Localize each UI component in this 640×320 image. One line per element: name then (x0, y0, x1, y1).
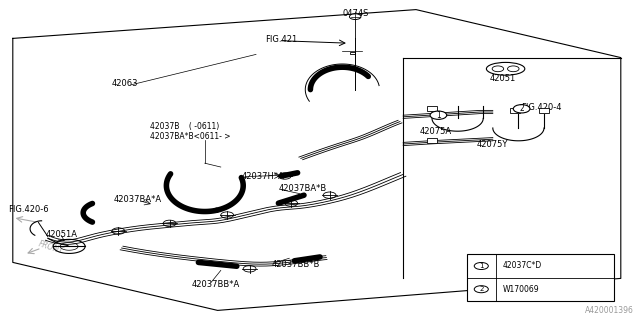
Text: 0474S: 0474S (342, 9, 369, 18)
Bar (350, 52, 355, 54)
Text: 42037B    ( -0611): 42037B ( -0611) (150, 122, 220, 131)
Bar (539, 108, 549, 113)
Text: 42063: 42063 (112, 79, 138, 88)
Text: FIG.420-4: FIG.420-4 (522, 103, 562, 112)
Text: 2: 2 (479, 286, 483, 292)
Text: 42037H*A: 42037H*A (242, 172, 285, 181)
Bar (427, 106, 437, 111)
Circle shape (474, 262, 488, 269)
Bar (427, 138, 437, 143)
Text: 42037BB*A: 42037BB*A (192, 280, 240, 289)
Text: FIG.421: FIG.421 (266, 36, 298, 44)
Circle shape (430, 111, 447, 119)
Text: 1: 1 (436, 111, 441, 120)
Text: 42037BA*A: 42037BA*A (114, 195, 162, 204)
Text: 2: 2 (519, 104, 524, 113)
Text: FIG.420-6: FIG.420-6 (8, 205, 48, 214)
Text: 42037BB*B: 42037BB*B (272, 260, 321, 269)
Text: 42051A: 42051A (46, 230, 78, 239)
Text: 1: 1 (479, 263, 484, 269)
Text: 42075A: 42075A (419, 127, 451, 136)
Text: W170069: W170069 (502, 285, 539, 294)
Text: FRONT: FRONT (37, 240, 65, 256)
Text: A420001396: A420001396 (585, 306, 634, 315)
Text: 42051: 42051 (490, 74, 516, 83)
Text: 42037BA*B: 42037BA*B (278, 184, 326, 193)
Circle shape (513, 105, 530, 113)
Text: 42037C*D: 42037C*D (502, 261, 541, 270)
Text: 42037BA*B<0611- >: 42037BA*B<0611- > (150, 132, 231, 141)
FancyBboxPatch shape (467, 254, 614, 301)
Text: 42075Y: 42075Y (477, 140, 508, 149)
Circle shape (349, 14, 361, 20)
Circle shape (474, 286, 488, 293)
Bar (510, 108, 520, 113)
